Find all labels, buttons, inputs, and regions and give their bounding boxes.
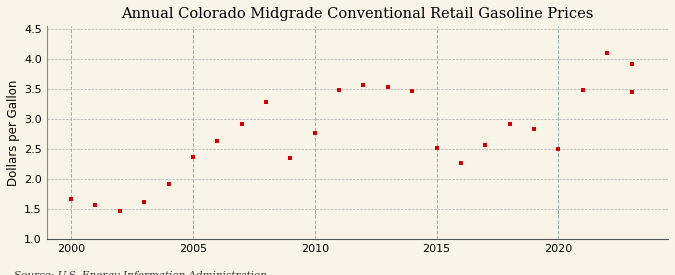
Point bbox=[456, 160, 466, 165]
Point bbox=[163, 182, 174, 186]
Point bbox=[139, 200, 150, 204]
Point bbox=[236, 122, 247, 126]
Point bbox=[553, 147, 564, 151]
Point bbox=[90, 203, 101, 207]
Point bbox=[407, 89, 418, 93]
Point bbox=[601, 51, 612, 56]
Point bbox=[626, 62, 637, 66]
Point bbox=[65, 196, 76, 201]
Point bbox=[529, 127, 539, 131]
Point bbox=[383, 85, 394, 89]
Point bbox=[333, 88, 344, 92]
Point bbox=[480, 143, 491, 147]
Title: Annual Colorado Midgrade Conventional Retail Gasoline Prices: Annual Colorado Midgrade Conventional Re… bbox=[122, 7, 593, 21]
Point bbox=[188, 155, 198, 160]
Point bbox=[577, 88, 588, 92]
Point bbox=[261, 100, 271, 104]
Point bbox=[212, 139, 223, 143]
Point bbox=[358, 82, 369, 87]
Y-axis label: Dollars per Gallon: Dollars per Gallon bbox=[7, 80, 20, 186]
Text: Source: U.S. Energy Information Administration: Source: U.S. Energy Information Administ… bbox=[14, 271, 267, 275]
Point bbox=[285, 156, 296, 160]
Point bbox=[309, 130, 320, 135]
Point bbox=[115, 209, 126, 213]
Point bbox=[626, 90, 637, 94]
Point bbox=[431, 146, 442, 150]
Point bbox=[504, 122, 515, 126]
